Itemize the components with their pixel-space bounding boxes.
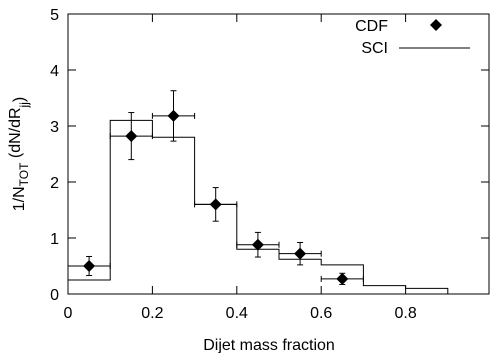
sci-histogram-steps [68,119,449,294]
cdf-point [320,272,364,285]
plot-frame [67,13,490,295]
legend-cdf-diamond-icon [430,19,442,31]
cdf-diamond-marker [167,109,180,122]
y-tick-label: 0 [50,287,59,304]
x-tick-label: 0.4 [226,305,248,322]
cdf-diamond-marker [209,198,222,211]
cdf-data-points [67,90,364,285]
cdf-diamond-marker [251,238,264,251]
legend: CDF SCI [355,18,470,57]
y-axis-title-tail: ) [11,97,28,102]
y-tick-label: 1 [50,231,59,248]
y-axis-title-lead: 1/N [11,186,28,211]
x-axis-title: Dijet mass fraction [203,337,335,353]
x-tick-label: 0.6 [310,305,332,322]
y-axis-title-sub2: jj [17,102,31,108]
y-axis-title-sub1: TOT [17,162,31,186]
cdf-point [67,255,111,277]
cdf-diamond-marker [294,247,307,260]
y-tick-label: 3 [50,119,59,136]
x-tick-label: 0.2 [141,305,163,322]
x-tick-label: 0.8 [394,305,416,322]
y-tick-label: 2 [50,175,59,192]
cdf-point [236,231,280,258]
y-tick-label: 5 [50,7,59,24]
axis-ticks: 0 1 2 3 4 5 0 0.2 0.4 0.6 0.8 [50,7,489,322]
cdf-diamond-marker [125,130,138,143]
cdf-point [194,187,238,222]
cdf-point [151,90,196,142]
cdf-diamond-marker [336,272,349,285]
x-tick-label: 0 [64,305,73,322]
y-axis-title: 1/NTOT (dN/dRjj) [7,97,31,211]
sci-histogram [68,119,449,294]
cdf-point [109,112,153,161]
y-tick-label: 4 [50,63,59,80]
legend-sci-label: SCI [361,40,388,57]
cdf-diamond-marker [83,260,96,272]
y-axis-title-mid: (dN/dR [7,107,24,162]
cdf-point [278,241,322,266]
legend-cdf-label: CDF [355,18,388,35]
